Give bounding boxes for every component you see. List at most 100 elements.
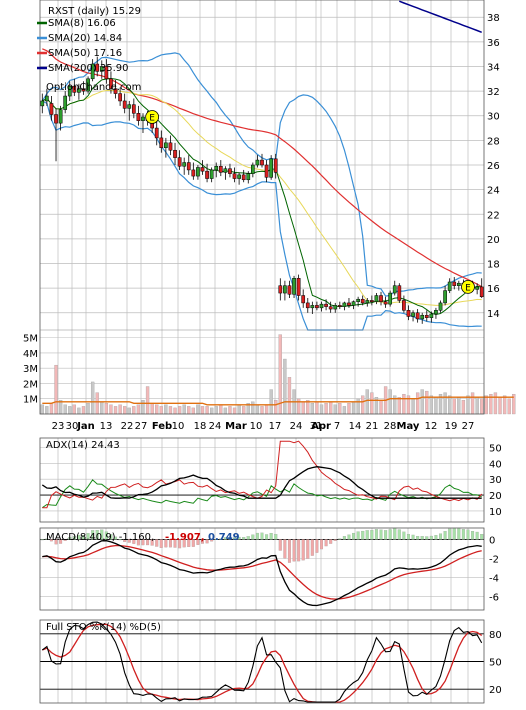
volume-bar — [498, 397, 502, 415]
candle-body — [246, 173, 251, 181]
macd-hist-bar — [132, 539, 136, 544]
macd-hist-bar — [393, 528, 397, 540]
candle-body — [283, 285, 287, 294]
macd-hist-bar — [255, 532, 259, 540]
earnings-marker — [461, 280, 475, 294]
macd-hist-bar — [420, 536, 424, 540]
candle-body — [77, 88, 81, 93]
candle-body — [136, 113, 141, 121]
macd-hist-bar — [365, 530, 369, 540]
candle — [356, 296, 360, 307]
candle — [255, 155, 260, 168]
volume-bar — [269, 389, 273, 415]
volume-bar — [123, 406, 127, 415]
candle-body — [182, 162, 187, 167]
candle-body — [191, 169, 196, 177]
macd-hist-bar — [416, 536, 420, 540]
volume-bar — [251, 401, 255, 415]
candle-body — [81, 88, 86, 92]
candle — [40, 93, 45, 114]
macd-hist-bar — [219, 538, 223, 540]
candle — [292, 275, 296, 298]
macd-hist-bar — [205, 539, 209, 544]
candle-body — [54, 114, 58, 124]
earnings-marker-label: E — [465, 283, 471, 293]
candle — [77, 83, 81, 100]
candle-body — [168, 142, 173, 151]
candle-body — [164, 142, 168, 149]
macd-hist-bar — [370, 530, 374, 540]
volume-bar — [264, 404, 269, 415]
macd-hist-bar — [347, 534, 351, 540]
macd-hist-bar — [200, 539, 204, 544]
macd-hist-bar — [141, 539, 145, 546]
volume-bar — [168, 406, 173, 415]
candle — [58, 105, 63, 131]
candle-body — [127, 104, 132, 109]
volume-bar — [40, 404, 44, 415]
volume-bar — [104, 403, 109, 415]
candle-body — [186, 162, 191, 171]
macd-hist-bar — [164, 539, 168, 548]
volume-bar — [402, 393, 406, 415]
macd-hist-bar — [301, 539, 305, 561]
macd-hist-bar — [81, 535, 85, 540]
macd-hist-bar — [40, 539, 44, 541]
macd-hist-bar — [329, 539, 333, 544]
macd-hist-bar — [429, 535, 433, 540]
volume-bar — [141, 400, 145, 415]
volume-bar — [457, 397, 461, 415]
plus-di-line — [42, 479, 482, 509]
candle — [273, 153, 278, 179]
macd-hist-bar — [384, 530, 388, 540]
candle — [365, 297, 370, 307]
candle-body — [218, 165, 223, 173]
macd-tick-label: -4 — [489, 574, 499, 585]
volume-bar — [296, 398, 301, 415]
macd-hist-bar — [210, 539, 214, 542]
macd-hist-bar — [260, 532, 264, 540]
candle-body — [374, 295, 379, 302]
macd-hist-bar — [63, 539, 67, 541]
x-tick-label: 10 — [250, 421, 263, 432]
macd-hist-bar — [49, 539, 53, 542]
volume-bar — [81, 406, 86, 415]
candle — [402, 295, 406, 313]
candle-body — [40, 100, 45, 107]
earnings-marker — [145, 110, 160, 124]
candle — [173, 142, 177, 165]
chart-title: RXST (daily) 15.29 — [48, 6, 141, 17]
candle-body — [420, 314, 425, 320]
panel-border — [39, 437, 485, 523]
candle-body — [438, 302, 443, 311]
price-tick-label: 26 — [487, 161, 500, 172]
candle-body — [356, 298, 360, 302]
macd-hist-bar — [168, 539, 172, 548]
x-tick-label: May — [397, 421, 420, 432]
macd-hist-bar — [439, 533, 443, 540]
volume-bar — [310, 403, 315, 415]
macd-hist-bar — [237, 536, 241, 540]
volume-bar — [411, 398, 415, 415]
macd-hist-bar — [233, 537, 237, 540]
candle-body — [443, 290, 447, 304]
x-tick-label: 7 — [334, 421, 340, 432]
macd-hist-bar — [123, 539, 127, 542]
x-tick-label: 21 — [366, 421, 379, 432]
candle-body — [447, 281, 452, 291]
macd-hist-bar — [109, 534, 113, 540]
volume-bar — [319, 404, 324, 415]
candle — [415, 309, 420, 323]
adx-label: ADX(14) 24.43 — [46, 440, 120, 451]
macd-hist-bar — [333, 539, 337, 541]
candle-body — [260, 159, 264, 166]
volume-average — [42, 396, 514, 406]
vol-tick-label: 3M — [23, 364, 38, 375]
macd-hist-bar — [278, 539, 282, 551]
macd-hist-bar — [269, 532, 273, 540]
candle-body — [223, 168, 228, 173]
vol-tick-label: 1M — [23, 395, 38, 406]
candle-body — [99, 66, 104, 72]
candle-body — [118, 93, 122, 102]
